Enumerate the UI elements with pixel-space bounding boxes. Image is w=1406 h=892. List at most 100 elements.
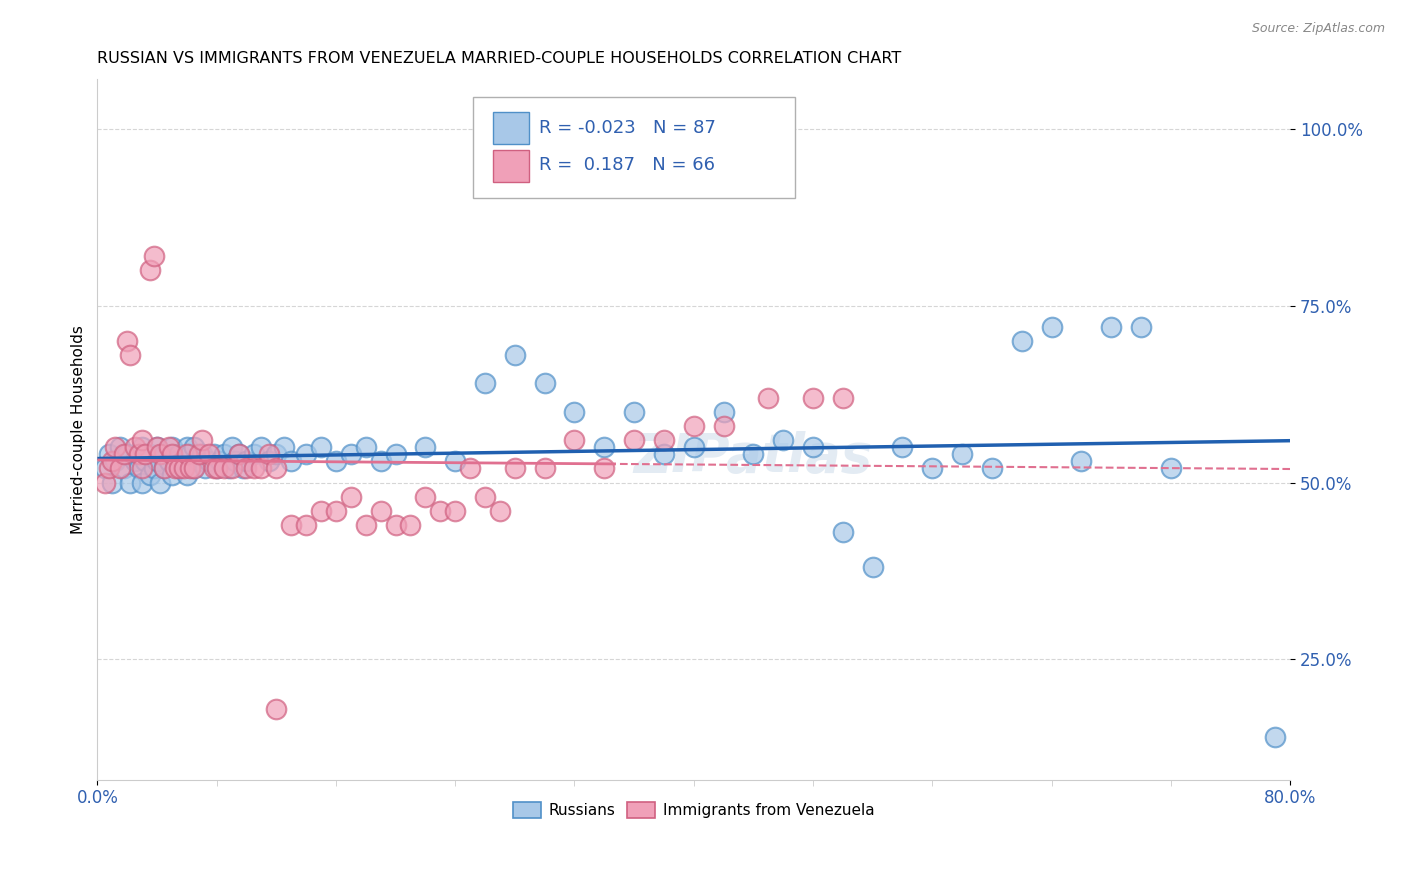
Point — [146, 440, 169, 454]
Point — [370, 504, 392, 518]
Point — [742, 447, 765, 461]
Point — [713, 419, 735, 434]
Point — [682, 419, 704, 434]
Point — [593, 440, 616, 454]
Point — [146, 440, 169, 454]
Point — [153, 461, 176, 475]
Point — [221, 461, 243, 475]
Point — [713, 405, 735, 419]
Point — [163, 461, 186, 475]
Point — [354, 440, 377, 454]
Point — [112, 447, 135, 461]
Point — [115, 334, 138, 348]
Point — [235, 461, 257, 475]
Point — [169, 461, 191, 475]
Point — [183, 440, 205, 454]
Point — [756, 391, 779, 405]
Point — [801, 391, 824, 405]
Point — [891, 440, 914, 454]
Point — [124, 454, 146, 468]
Point — [264, 702, 287, 716]
Point — [183, 461, 205, 475]
Text: R =  0.187   N = 66: R = 0.187 N = 66 — [538, 156, 714, 175]
Point — [1130, 319, 1153, 334]
Point — [950, 447, 973, 461]
Point — [623, 405, 645, 419]
Point — [160, 468, 183, 483]
Point — [264, 447, 287, 461]
Point — [243, 461, 266, 475]
Point — [138, 447, 160, 461]
Point — [801, 440, 824, 454]
Text: ZIPatlas: ZIPatlas — [634, 432, 873, 483]
Point — [1011, 334, 1033, 348]
Point — [143, 249, 166, 263]
Point — [153, 447, 176, 461]
Point — [149, 475, 172, 490]
Text: RUSSIAN VS IMMIGRANTS FROM VENEZUELA MARRIED-COUPLE HOUSEHOLDS CORRELATION CHART: RUSSIAN VS IMMIGRANTS FROM VENEZUELA MAR… — [97, 51, 901, 66]
Point — [173, 461, 195, 475]
Point — [831, 524, 853, 539]
Point — [429, 504, 451, 518]
Point — [128, 447, 150, 461]
Point — [280, 518, 302, 533]
Point — [202, 447, 225, 461]
Point — [187, 454, 209, 468]
Point — [120, 475, 142, 490]
Point — [250, 440, 273, 454]
Point — [444, 504, 467, 518]
Point — [593, 461, 616, 475]
Point — [325, 504, 347, 518]
Point — [128, 461, 150, 475]
Point — [190, 447, 212, 461]
Point — [198, 447, 221, 461]
Point — [221, 440, 243, 454]
Point — [273, 440, 295, 454]
Point — [1160, 461, 1182, 475]
Point — [309, 440, 332, 454]
Point — [264, 461, 287, 475]
Point — [533, 376, 555, 391]
Point — [112, 461, 135, 475]
Point — [325, 454, 347, 468]
Point — [474, 376, 496, 391]
Point — [153, 461, 176, 475]
Point — [340, 447, 363, 461]
Text: Source: ZipAtlas.com: Source: ZipAtlas.com — [1251, 22, 1385, 36]
Point — [682, 440, 704, 454]
Point — [415, 490, 437, 504]
Point — [183, 461, 205, 475]
Point — [187, 447, 209, 461]
Point — [138, 263, 160, 277]
Point — [444, 454, 467, 468]
Point — [157, 454, 180, 468]
Point — [108, 461, 131, 475]
Point — [169, 461, 191, 475]
Point — [108, 440, 131, 454]
Point — [94, 475, 117, 490]
Point — [205, 461, 228, 475]
Point — [415, 440, 437, 454]
Point — [831, 391, 853, 405]
Point — [190, 433, 212, 447]
Point — [228, 447, 250, 461]
Point — [623, 433, 645, 447]
Point — [1264, 730, 1286, 744]
Point — [295, 518, 318, 533]
Point — [1040, 319, 1063, 334]
Point — [489, 504, 512, 518]
Point — [224, 454, 246, 468]
Point — [173, 454, 195, 468]
Point — [1070, 454, 1092, 468]
Point — [652, 433, 675, 447]
Y-axis label: Married-couple Households: Married-couple Households — [72, 325, 86, 534]
FancyBboxPatch shape — [494, 150, 529, 182]
Point — [134, 454, 156, 468]
Point — [218, 461, 240, 475]
Point — [250, 461, 273, 475]
Point — [981, 461, 1004, 475]
Point — [295, 447, 318, 461]
FancyBboxPatch shape — [472, 97, 796, 198]
Point — [160, 447, 183, 461]
Point — [384, 518, 406, 533]
